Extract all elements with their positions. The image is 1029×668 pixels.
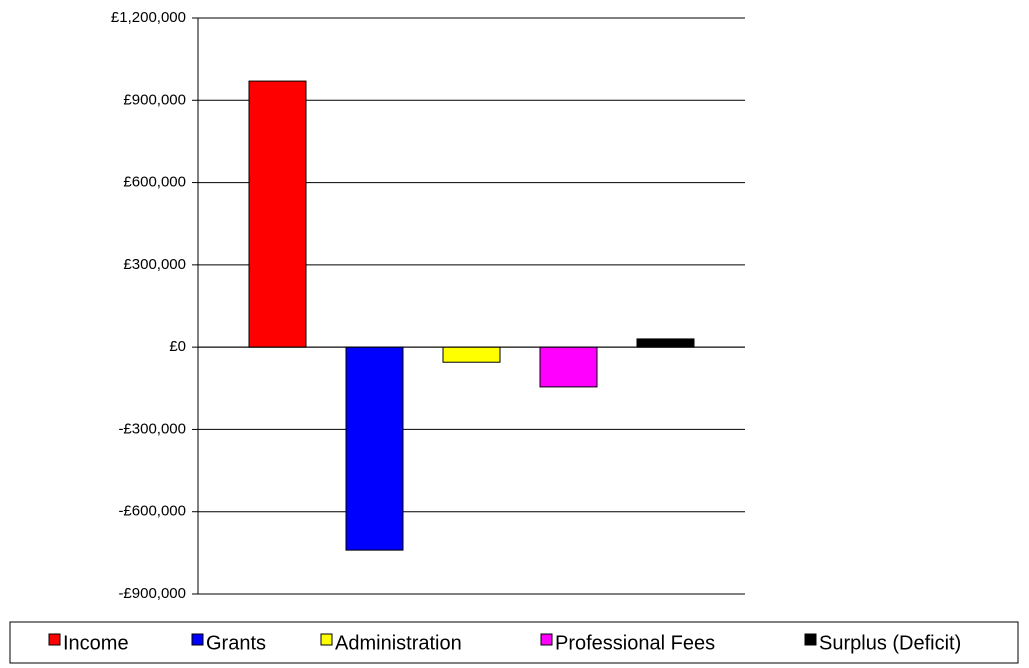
legend-label: Professional Fees <box>555 632 715 654</box>
legend-swatch <box>540 633 553 646</box>
legend-swatch <box>804 633 817 646</box>
y-tick-label: -£300,000 <box>118 420 186 437</box>
bar <box>539 346 598 388</box>
legend-swatch <box>48 633 61 646</box>
legend-label: Grants <box>206 632 266 654</box>
y-tick-label: £0 <box>169 338 186 355</box>
legend-box <box>9 621 1019 664</box>
legend-label: Surplus (Deficit) <box>819 632 961 654</box>
y-tick-label: £900,000 <box>123 91 186 108</box>
bar <box>636 338 695 348</box>
legend-swatch <box>320 633 333 646</box>
legend: Income Grants Administration Professional F… <box>48 632 961 654</box>
y-tick-label: £1,200,000 <box>111 9 186 26</box>
legend-label: Administration <box>335 632 462 654</box>
y-tick-label: -£600,000 <box>118 503 186 520</box>
bar <box>442 346 501 363</box>
bar <box>345 346 404 551</box>
y-tick-label: £600,000 <box>123 174 186 191</box>
y-tick-label: -£900,000 <box>118 585 186 602</box>
legend-swatch <box>191 633 204 646</box>
y-tick-label: £300,000 <box>123 256 186 273</box>
bar <box>248 80 307 348</box>
legend-label: Income <box>63 632 129 654</box>
